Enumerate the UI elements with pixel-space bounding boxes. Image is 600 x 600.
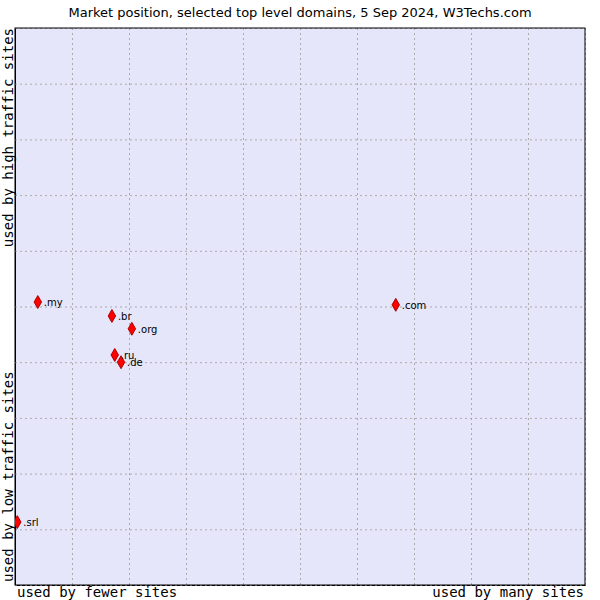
y-axis [15,29,585,586]
plot-frame [15,28,585,585]
y-axis-label: used by high traffic sites [0,28,16,247]
points [15,296,399,529]
y-grid-line [15,84,585,85]
point-label: .org [138,324,158,335]
point [108,310,115,323]
y-grid-line [15,307,585,308]
x-tick [72,28,73,585]
point [128,322,135,335]
y-tick [15,362,585,363]
y-tick [15,139,585,140]
x-grid-line [528,28,529,585]
y-grid-line [15,195,585,196]
y-tick [15,251,585,252]
plot-background [15,28,585,585]
y-axis-label: used by low traffic sites [0,371,16,582]
y-grid-line [15,474,585,475]
x-tick [528,28,529,585]
title: Market position, selected top level doma… [68,5,531,20]
point-label: .br [118,311,133,322]
chart: .my.br.org.ru.de.com.srlMarket position,… [0,0,600,600]
x-axis-label: used by many sites [432,584,584,600]
y-tick [15,474,585,475]
point [111,349,118,362]
y-tick [15,529,585,530]
x-tick [357,28,358,585]
point-labels: .my.br.org.ru.de.com.srl [23,297,426,528]
x-grid-line [72,28,73,585]
point-label: .my [44,297,63,308]
x-tick [243,28,244,585]
x-axis-label: used by fewer sites [17,584,177,600]
x-grid-line [357,28,358,585]
point [34,296,41,309]
point-label: .srl [23,517,38,528]
y-grid-line [15,529,585,530]
y-grid-line [15,139,585,140]
y-tick [15,307,585,308]
x-grid-line [129,28,130,585]
x-tick [129,28,130,585]
y-grid-line [15,251,585,252]
y-tick [15,418,585,419]
x-grid-line [243,28,244,585]
point-label: .com [402,300,427,311]
point-label: .de [127,357,143,368]
x-axis [16,28,586,586]
point [392,298,399,311]
y-tick [15,84,585,85]
y-grid-line [15,362,585,363]
y-grid-line [15,418,585,419]
y-tick [15,195,585,196]
